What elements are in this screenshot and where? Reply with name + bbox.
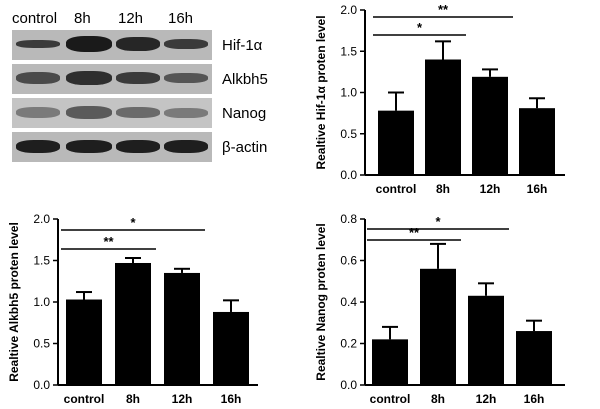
x-tick-label: control [370,392,411,406]
y-tick-label: 1.5 [340,44,357,58]
y-tick-label: 2.0 [33,212,50,226]
x-tick-label: 16h [221,392,242,406]
bar [425,59,461,175]
bar [164,272,200,385]
band [16,72,60,84]
bar [378,110,414,175]
x-tick-label: 16h [524,392,545,406]
bar [115,262,151,385]
x-tick-label: 16h [527,182,548,196]
x-tick-label: 12h [172,392,193,406]
bar [66,299,102,385]
significance-label: ** [103,234,114,249]
x-tick-label: 12h [480,182,501,196]
x-tick-label: 12h [476,392,497,406]
y-tick-label: 0.5 [340,127,357,141]
blot-beta-actin [12,132,212,162]
blot-alkbh5 [12,64,212,94]
y-tick-label: 0.8 [340,212,357,226]
y-tick-label: 0.4 [340,295,357,309]
band-label-alkbh5: Alkbh5 [222,71,268,88]
lane-label-control: control [12,10,58,27]
band [164,108,208,118]
band [66,106,112,119]
western-blot-panel: control 8h 12h 16h Hif-1α Alkbh5 Nanog β… [0,0,300,175]
lane-label-12h: 12h [118,10,144,27]
bar [468,295,504,385]
band-label-beta-actin: β-actin [222,139,268,156]
y-tick-label: 0.0 [340,168,357,182]
band [164,140,208,153]
y-tick-label: 0.2 [340,337,357,351]
band [66,71,112,85]
significance-label: * [130,215,136,230]
significance-label: ** [438,2,449,17]
y-axis-title: Realtive Alkbh5 proten level [7,222,21,382]
x-tick-label: control [376,182,417,196]
significance-label: * [417,20,423,35]
x-tick-label: 8h [126,392,140,406]
band [66,36,112,52]
y-tick-label: 0.6 [340,254,357,268]
y-tick-label: 2.0 [340,3,357,17]
band [164,73,208,83]
bar [213,311,249,385]
significance-label: * [435,214,441,229]
blot-nanog [12,98,212,128]
band-label-hif1a: Hif-1α [222,37,263,54]
y-tick-label: 0.0 [340,378,357,392]
band [16,40,60,48]
x-tick-label: 8h [431,392,445,406]
significance-label: ** [409,225,420,240]
y-tick-label: 0.5 [33,337,50,351]
band-label-nanog: Nanog [222,105,267,122]
bar [472,76,508,175]
bar [519,108,555,175]
bar [372,339,408,385]
band [66,140,112,153]
y-tick-label: 0.0 [33,378,50,392]
bar [516,331,552,385]
y-axis-title: Realtive Hif-1α proten level [314,15,328,169]
lane-label-8h: 8h [74,10,91,27]
x-tick-label: control [64,392,105,406]
band [116,37,160,51]
band [116,107,160,118]
y-tick-label: 1.0 [340,86,357,100]
band [116,72,160,84]
x-tick-label: 8h [436,182,450,196]
y-tick-label: 1.5 [33,254,50,268]
band [116,140,160,153]
lane-label-16h: 16h [168,10,194,27]
band [16,107,60,118]
y-tick-label: 1.0 [33,295,50,309]
blot-hif1a [12,30,212,60]
band [164,39,208,49]
y-axis-title: Realtive Nanog proten level [314,223,328,380]
bar [420,268,456,385]
band [16,140,60,153]
